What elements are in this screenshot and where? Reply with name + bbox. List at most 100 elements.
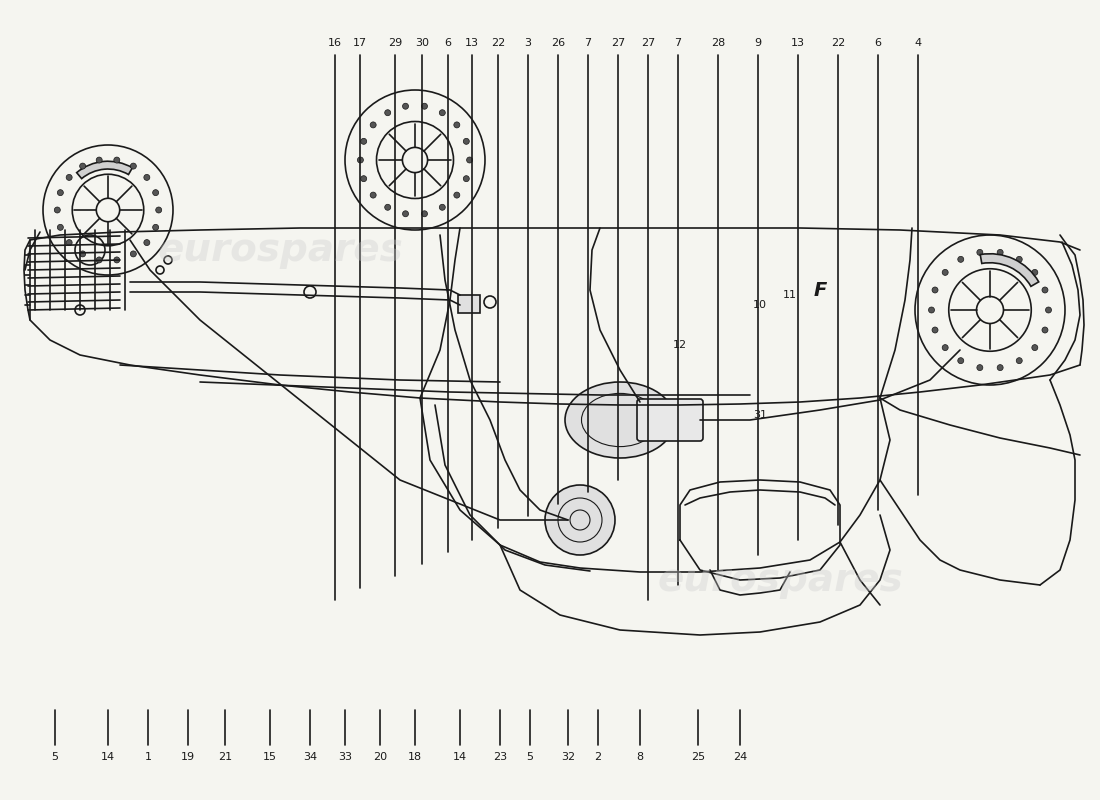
Text: F: F [813,281,827,299]
Circle shape [361,138,366,144]
Circle shape [385,110,390,116]
Circle shape [1016,358,1022,364]
Circle shape [463,138,470,144]
Wedge shape [77,162,132,178]
Circle shape [932,327,938,333]
Circle shape [79,163,86,169]
Circle shape [943,270,948,275]
Circle shape [358,157,363,163]
Circle shape [153,190,158,196]
Circle shape [79,251,86,257]
Text: 22: 22 [830,38,845,48]
Text: 6: 6 [874,38,881,48]
Circle shape [463,176,470,182]
Circle shape [54,207,60,213]
Circle shape [96,257,102,263]
Text: 15: 15 [263,752,277,762]
Circle shape [421,103,428,110]
Text: 7: 7 [674,38,682,48]
Bar [458,295,480,313]
Circle shape [57,190,64,196]
Wedge shape [980,254,1038,286]
Circle shape [131,163,136,169]
Circle shape [153,224,158,230]
Circle shape [113,257,120,263]
Text: 18: 18 [408,752,422,762]
Text: 14: 14 [453,752,468,762]
Text: 24: 24 [733,752,747,762]
Text: 31: 31 [754,410,767,420]
Circle shape [1042,287,1048,293]
Circle shape [131,251,136,257]
Circle shape [454,192,460,198]
Text: 10: 10 [754,300,767,310]
Circle shape [113,157,120,163]
Text: 14: 14 [101,752,116,762]
Circle shape [371,122,376,128]
Text: 5: 5 [527,752,534,762]
Text: 3: 3 [525,38,531,48]
Circle shape [421,210,428,217]
Circle shape [439,204,446,210]
Circle shape [1032,345,1037,350]
Text: 2: 2 [594,752,602,762]
Circle shape [998,365,1003,370]
Text: eurospares: eurospares [157,231,403,269]
Circle shape [1045,307,1052,313]
Text: 5: 5 [52,752,58,762]
Text: 9: 9 [755,38,761,48]
Circle shape [156,207,162,213]
Circle shape [361,176,366,182]
Circle shape [958,256,964,262]
Text: 30: 30 [415,38,429,48]
Circle shape [66,174,73,181]
Text: 20: 20 [373,752,387,762]
Text: 13: 13 [465,38,478,48]
Text: 29: 29 [388,38,403,48]
Circle shape [96,157,102,163]
Text: 25: 25 [691,752,705,762]
FancyBboxPatch shape [637,399,703,441]
Circle shape [403,210,408,217]
Text: 23: 23 [493,752,507,762]
Text: 13: 13 [791,38,805,48]
Text: 17: 17 [353,38,367,48]
Text: 32: 32 [561,752,575,762]
Text: 12: 12 [673,340,688,350]
Circle shape [1016,256,1022,262]
Circle shape [439,110,446,116]
Ellipse shape [565,382,675,458]
Circle shape [57,224,64,230]
Text: 22: 22 [491,38,505,48]
Circle shape [943,345,948,350]
Circle shape [998,250,1003,255]
Circle shape [1032,270,1037,275]
Text: 19: 19 [180,752,195,762]
Text: 34: 34 [302,752,317,762]
Circle shape [66,239,73,246]
Text: 16: 16 [328,38,342,48]
Circle shape [977,250,982,255]
Circle shape [544,485,615,555]
Circle shape [385,204,390,210]
Text: 28: 28 [711,38,725,48]
Text: 21: 21 [218,752,232,762]
Circle shape [466,157,473,163]
Text: 4: 4 [914,38,922,48]
Text: 1: 1 [144,752,152,762]
Text: 6: 6 [444,38,451,48]
Circle shape [928,307,935,313]
Circle shape [932,287,938,293]
Text: 27: 27 [641,38,656,48]
Circle shape [454,122,460,128]
Circle shape [403,103,408,110]
Circle shape [144,239,150,246]
Circle shape [144,174,150,181]
Circle shape [371,192,376,198]
Text: 27: 27 [610,38,625,48]
Circle shape [977,365,982,370]
Text: 7: 7 [584,38,592,48]
Text: 11: 11 [783,290,798,300]
Text: 8: 8 [637,752,644,762]
Text: eurospares: eurospares [657,561,903,599]
